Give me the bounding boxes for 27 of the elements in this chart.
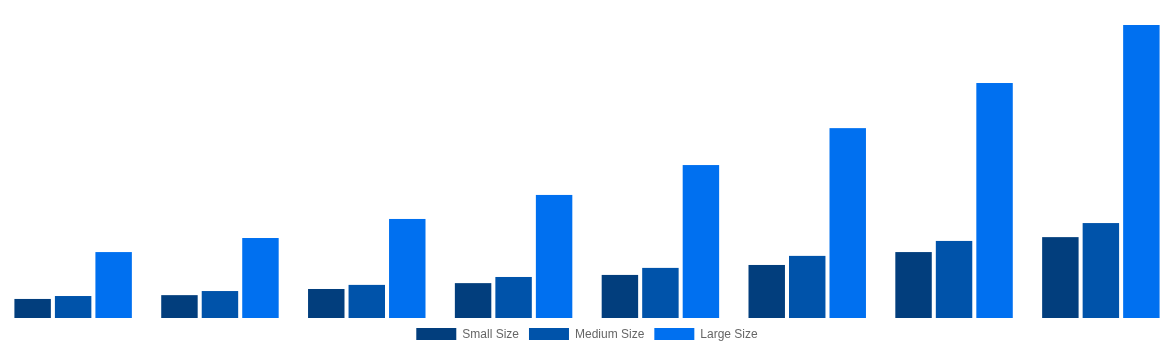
bar [642,267,679,318]
bar [789,255,826,318]
bar [1082,223,1120,318]
bar [201,291,239,318]
bar [95,252,132,318]
legend-label: Large Size [700,327,759,341]
bar [54,296,92,318]
bar [242,238,279,318]
legend-label: Medium Size [574,327,645,341]
bar [161,295,198,318]
bar [748,264,785,318]
bar [389,218,426,318]
bar [454,283,492,318]
bar [1042,237,1079,318]
bar [682,165,720,318]
bar [14,298,51,318]
bar [976,83,1013,318]
bar [535,194,573,318]
bar [829,128,866,318]
bar [895,252,932,318]
legend-label: Small Size [462,327,520,341]
bar [1123,25,1160,318]
bar [348,284,385,318]
bar [601,274,639,318]
bar [308,288,345,318]
bar [935,240,973,318]
bar [495,276,532,318]
